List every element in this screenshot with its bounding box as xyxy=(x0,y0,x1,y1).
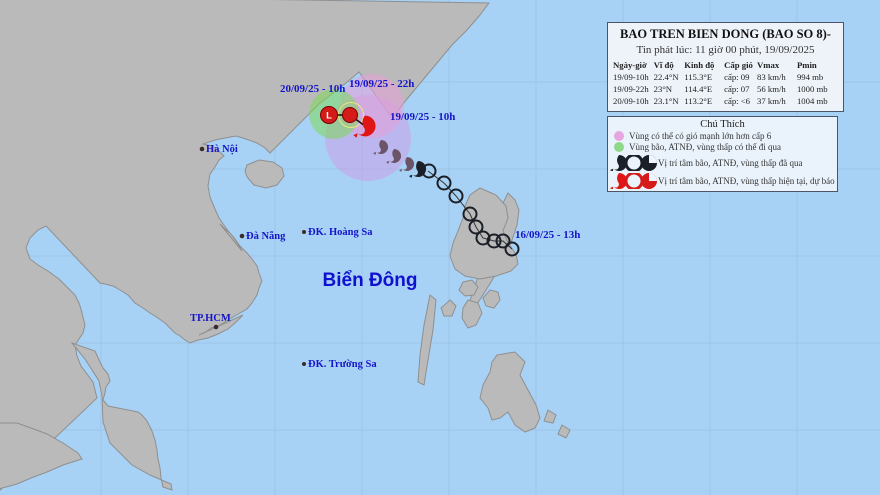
svg-text:19/09/25 - 10h: 19/09/25 - 10h xyxy=(390,111,455,123)
svg-text:Hà Nội: Hà Nội xyxy=(206,144,238,155)
svg-text:Đà Nẵng: Đà Nẵng xyxy=(246,231,286,242)
svg-text:Biển Đông: Biển Đông xyxy=(323,270,418,291)
svg-text:19/09/25 - 22h: 19/09/25 - 22h xyxy=(349,78,414,90)
svg-text:TP.HCM: TP.HCM xyxy=(190,313,231,324)
svg-text:ĐK. Trường Sa: ĐK. Trường Sa xyxy=(308,359,377,370)
svg-text:20/09/25 - 10h: 20/09/25 - 10h xyxy=(280,83,345,95)
svg-text:ĐK. Hoàng Sa: ĐK. Hoàng Sa xyxy=(308,227,373,238)
svg-text:L: L xyxy=(326,111,332,122)
svg-text:16/09/25 - 13h: 16/09/25 - 13h xyxy=(515,229,580,241)
